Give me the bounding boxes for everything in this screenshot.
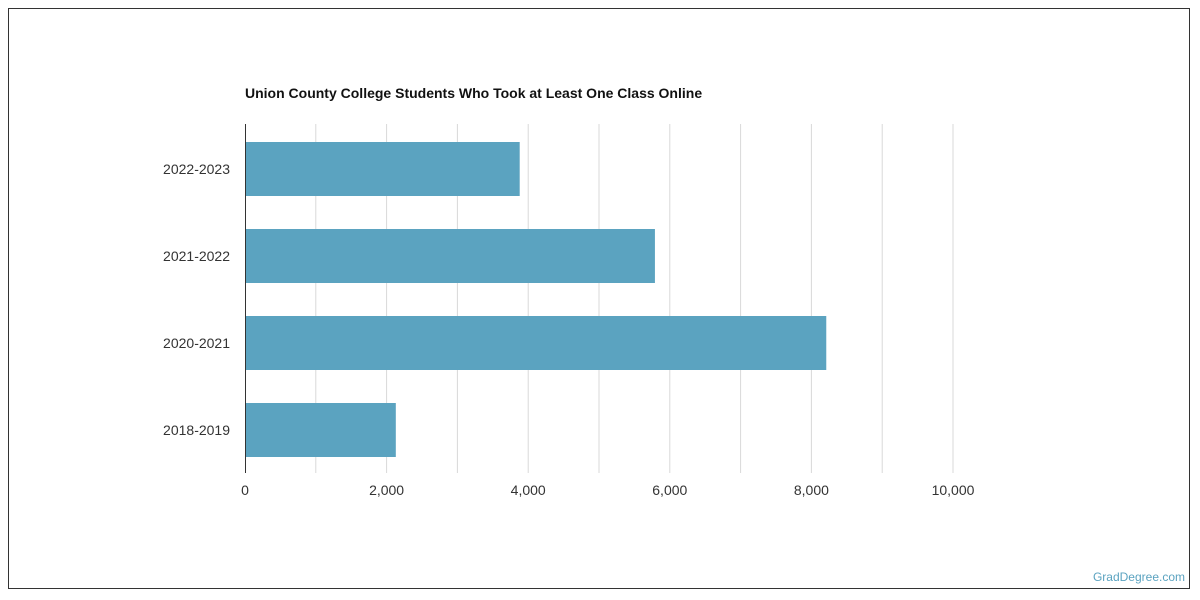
category-label: 2022-2023 <box>163 161 230 177</box>
category-label: 2018-2019 <box>163 422 230 438</box>
chart-title: Union County College Students Who Took a… <box>245 85 703 101</box>
category-label: 2020-2021 <box>163 335 230 351</box>
x-tick-label: 8,000 <box>794 482 829 498</box>
bars <box>245 142 827 457</box>
x-tick-label: 2,000 <box>369 482 404 498</box>
gridlines <box>315 124 954 473</box>
bar-2018-2019 <box>245 403 396 457</box>
tick-labels: 2022-2023 2021-2022 2020-2021 2018-2019 0 2,0… <box>163 161 975 498</box>
x-tick-label: 10,000 <box>932 482 975 498</box>
watermark-link[interactable]: GradDegree.com <box>1092 570 1185 584</box>
x-tick-label: 6,000 <box>652 482 687 498</box>
category-label: 2021-2022 <box>163 248 230 264</box>
bar-2022-2023 <box>245 142 520 196</box>
bar-2021-2022 <box>245 229 655 283</box>
x-tick-label: 4,000 <box>511 482 546 498</box>
x-tick-label: 0 <box>241 482 249 498</box>
bar-2020-2021 <box>245 316 827 370</box>
